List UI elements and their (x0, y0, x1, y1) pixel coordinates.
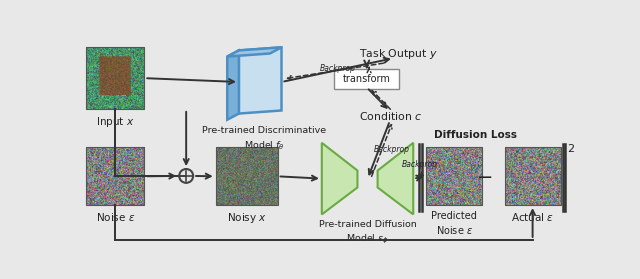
Text: Predicted
Noise $\epsilon$: Predicted Noise $\epsilon$ (431, 211, 477, 235)
Text: $-$: $-$ (476, 167, 493, 186)
Text: Pre-trained Diffusion
Model $\epsilon_{\phi}$: Pre-trained Diffusion Model $\epsilon_{\… (319, 220, 417, 246)
Bar (86, 147, 145, 205)
Text: Backprop: Backprop (320, 64, 356, 73)
Text: Noisy $x$: Noisy $x$ (227, 211, 267, 225)
FancyBboxPatch shape (334, 69, 399, 89)
Polygon shape (322, 143, 358, 215)
Text: transform: transform (343, 74, 390, 84)
Text: Actual $\epsilon$: Actual $\epsilon$ (511, 211, 554, 223)
Text: Diffusion Loss: Diffusion Loss (434, 130, 516, 140)
Text: 2: 2 (566, 144, 574, 154)
Bar (426, 147, 482, 205)
Bar (86, 47, 145, 109)
Text: Input $x$: Input $x$ (96, 115, 134, 129)
Text: Backprop: Backprop (402, 160, 438, 169)
Text: Task Output $y$: Task Output $y$ (359, 47, 438, 61)
Polygon shape (227, 50, 239, 120)
Bar (216, 147, 278, 205)
Text: Noise $\epsilon$: Noise $\epsilon$ (95, 211, 135, 223)
Text: Pre-trained Discriminative
Model $f_{\theta}$: Pre-trained Discriminative Model $f_{\th… (202, 126, 326, 152)
Text: Backprop: Backprop (374, 145, 410, 154)
Polygon shape (378, 143, 413, 215)
Polygon shape (239, 47, 282, 114)
Text: Condition $c$: Condition $c$ (359, 110, 422, 122)
Polygon shape (227, 47, 282, 57)
Bar (505, 147, 561, 205)
